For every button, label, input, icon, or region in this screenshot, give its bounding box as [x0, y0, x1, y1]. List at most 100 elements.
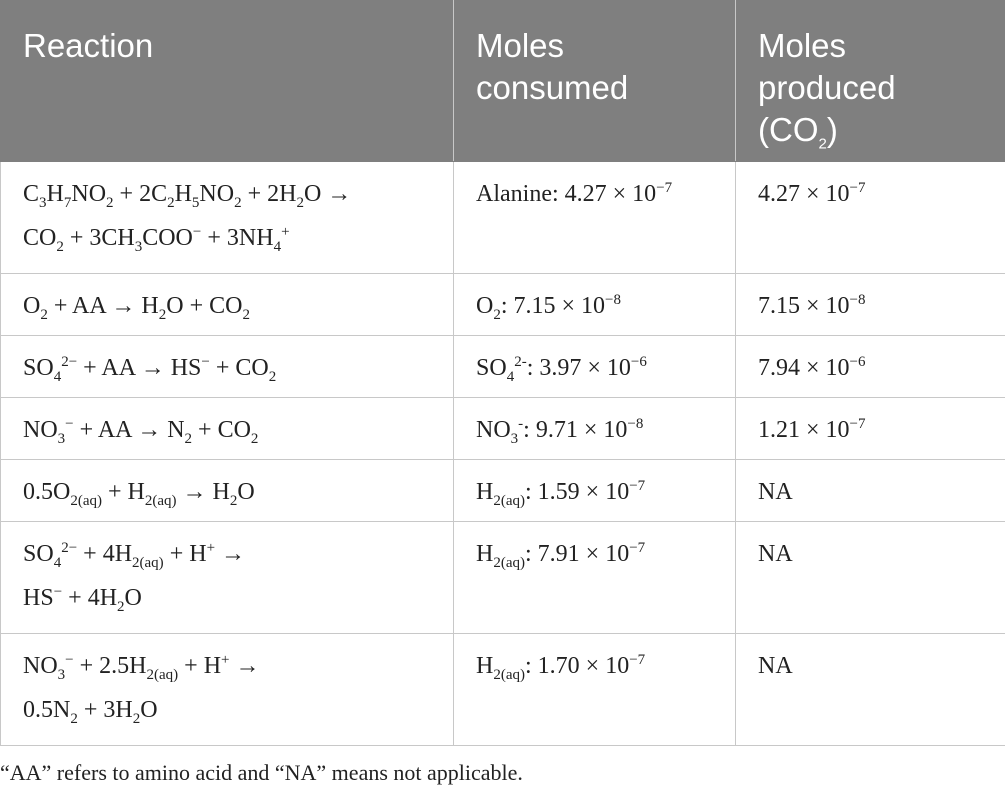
table-row: SO42− + 4H2(aq) + H+ → HS− + 4H2O H2(aq): …: [0, 521, 1005, 634]
superscript: −: [192, 224, 202, 240]
table-row: SO42− + AA → HS− + CO2 SO42-: 3.97 × 10−6…: [0, 335, 1005, 398]
cell-line: H2(aq): 7.91 × 10−7: [476, 532, 735, 576]
subscript: 2: [158, 306, 167, 323]
text-run: NO: [23, 653, 58, 679]
subscript: 2(aq): [144, 492, 177, 509]
table-cell: NA: [735, 633, 1005, 746]
header-cell: Moles produced (CO2): [735, 0, 1005, 162]
text-run: SO: [23, 355, 54, 381]
text-run: NO: [23, 417, 58, 443]
subscript: 3: [134, 238, 143, 255]
cell-line: SO42− + AA → HS− + CO2: [23, 346, 453, 390]
subscript: 3: [57, 666, 66, 683]
text-run: SO: [23, 541, 54, 567]
text-run: HS: [23, 585, 54, 611]
subscript: 4: [506, 368, 515, 385]
cell-line: 7.94 × 10−6: [758, 346, 1005, 390]
cell-line: Reaction: [23, 25, 453, 67]
superscript: −: [65, 652, 74, 668]
table-cell: NA: [735, 459, 1005, 522]
text-run: + AA → N: [73, 417, 185, 443]
text-run: : 3.97 × 10: [526, 355, 631, 381]
superscript: 2−: [61, 540, 78, 556]
superscript: −8: [627, 416, 644, 432]
text-run: C: [23, 181, 40, 207]
text-run: + 2C: [113, 181, 168, 207]
text-run: : 1.70 × 10: [525, 653, 630, 679]
text-run: O: [124, 585, 142, 611]
text-run: H: [476, 479, 494, 505]
table-row: NO3− + 2.5H2(aq) + H+ → 0.5N2 + 3H2O H2(aq…: [0, 633, 1005, 746]
superscript: −8: [605, 292, 622, 308]
cell-line: consumed: [476, 67, 735, 109]
table-cell: NO3− + 2.5H2(aq) + H+ → 0.5N2 + 3H2O: [0, 633, 454, 746]
table-cell: NA: [735, 521, 1005, 634]
text-run: consumed: [476, 69, 629, 106]
table-cell: C3H7NO2 + 2C2H5NO2 + 2H2O → CO2 + 3CH3COO…: [0, 161, 454, 274]
text-run: (CO: [758, 111, 819, 148]
subscript: 2: [70, 710, 78, 727]
cell-line: H2(aq): 1.70 × 10−7: [476, 644, 735, 688]
subscript: 2: [40, 306, 48, 323]
cell-line: (CO2): [758, 109, 1005, 152]
superscript: −6: [849, 354, 866, 370]
text-run: H: [46, 181, 64, 207]
text-run: 0.5O: [23, 479, 71, 505]
text-run: CO: [23, 225, 57, 251]
table-row: O2 + AA → H2O + CO2 O2: 7.15 × 10−8 7.15 ×…: [0, 273, 1005, 336]
subscript: 2(aq): [493, 492, 525, 509]
text-run: : 9.71 × 10: [523, 417, 628, 443]
table-cell: H2(aq): 1.70 × 10−7: [453, 633, 736, 746]
text-run: 4.27 × 10: [758, 181, 850, 207]
text-run: NO: [71, 181, 107, 207]
text-run: + 2H: [241, 181, 297, 207]
text-run: NO: [199, 181, 235, 207]
text-run: + 3H: [77, 697, 133, 723]
text-run: → H: [176, 479, 230, 505]
superscript: 2-: [514, 354, 527, 370]
cell-line: HS− + 4H2O: [23, 576, 453, 620]
table-cell: Alanine: 4.27 × 10−7: [453, 161, 736, 274]
text-run: : 7.91 × 10: [525, 541, 630, 567]
subscript: 4: [53, 554, 62, 571]
table-cell: 4.27 × 10−7: [735, 161, 1005, 274]
table-cell: H2(aq): 1.59 × 10−7: [453, 459, 736, 522]
cell-line: NA: [758, 532, 1005, 576]
table-cell: O2 + AA → H2O + CO2: [0, 273, 454, 336]
table-cell: H2(aq): 7.91 × 10−7: [453, 521, 736, 634]
text-run: NA: [758, 653, 793, 679]
text-run: COO: [142, 225, 193, 251]
header-cell: Moles consumed: [453, 0, 736, 162]
text-run: H: [476, 653, 494, 679]
subscript: 2: [268, 368, 277, 385]
table-row: C3H7NO2 + 2C2H5NO2 + 2H2O → CO2 + 3CH3COO…: [0, 161, 1005, 274]
text-run: Reaction: [23, 27, 154, 64]
subscript: 4: [273, 238, 282, 255]
cell-line: NA: [758, 470, 1005, 514]
table-cell: O2: 7.15 × 10−8: [453, 273, 736, 336]
cell-line: 4.27 × 10−7: [758, 172, 1005, 216]
text-run: →: [215, 541, 246, 567]
subscript: 2: [250, 430, 259, 447]
superscript: +: [206, 540, 216, 556]
cell-line: O2: 7.15 × 10−8: [476, 284, 735, 328]
subscript: 2(aq): [146, 666, 179, 683]
cell-line: CO2 + 3CH3COO− + 3NH4+: [23, 216, 453, 260]
subscript: 2(aq): [132, 554, 164, 571]
text-run: Moles: [758, 27, 847, 64]
text-run: + AA → HS: [77, 355, 202, 381]
cell-line: Alanine: 4.27 × 10−7: [476, 172, 735, 216]
text-run: + 4H: [62, 585, 118, 611]
text-run: Moles: [476, 27, 565, 64]
subscript: 7: [63, 194, 72, 211]
subscript: 2: [234, 194, 242, 211]
text-run: →: [229, 653, 260, 679]
subscript: 2: [229, 492, 238, 509]
text-run: 7.15 × 10: [758, 293, 850, 319]
data-table: Reaction Moles consumed Moles produced (CO2) …: [0, 0, 1005, 746]
superscript: −8: [849, 292, 866, 308]
subscript: 4: [53, 368, 62, 385]
superscript: −6: [630, 354, 647, 370]
text-run: : 1.59 × 10: [525, 479, 630, 505]
subscript: 2: [242, 306, 250, 323]
